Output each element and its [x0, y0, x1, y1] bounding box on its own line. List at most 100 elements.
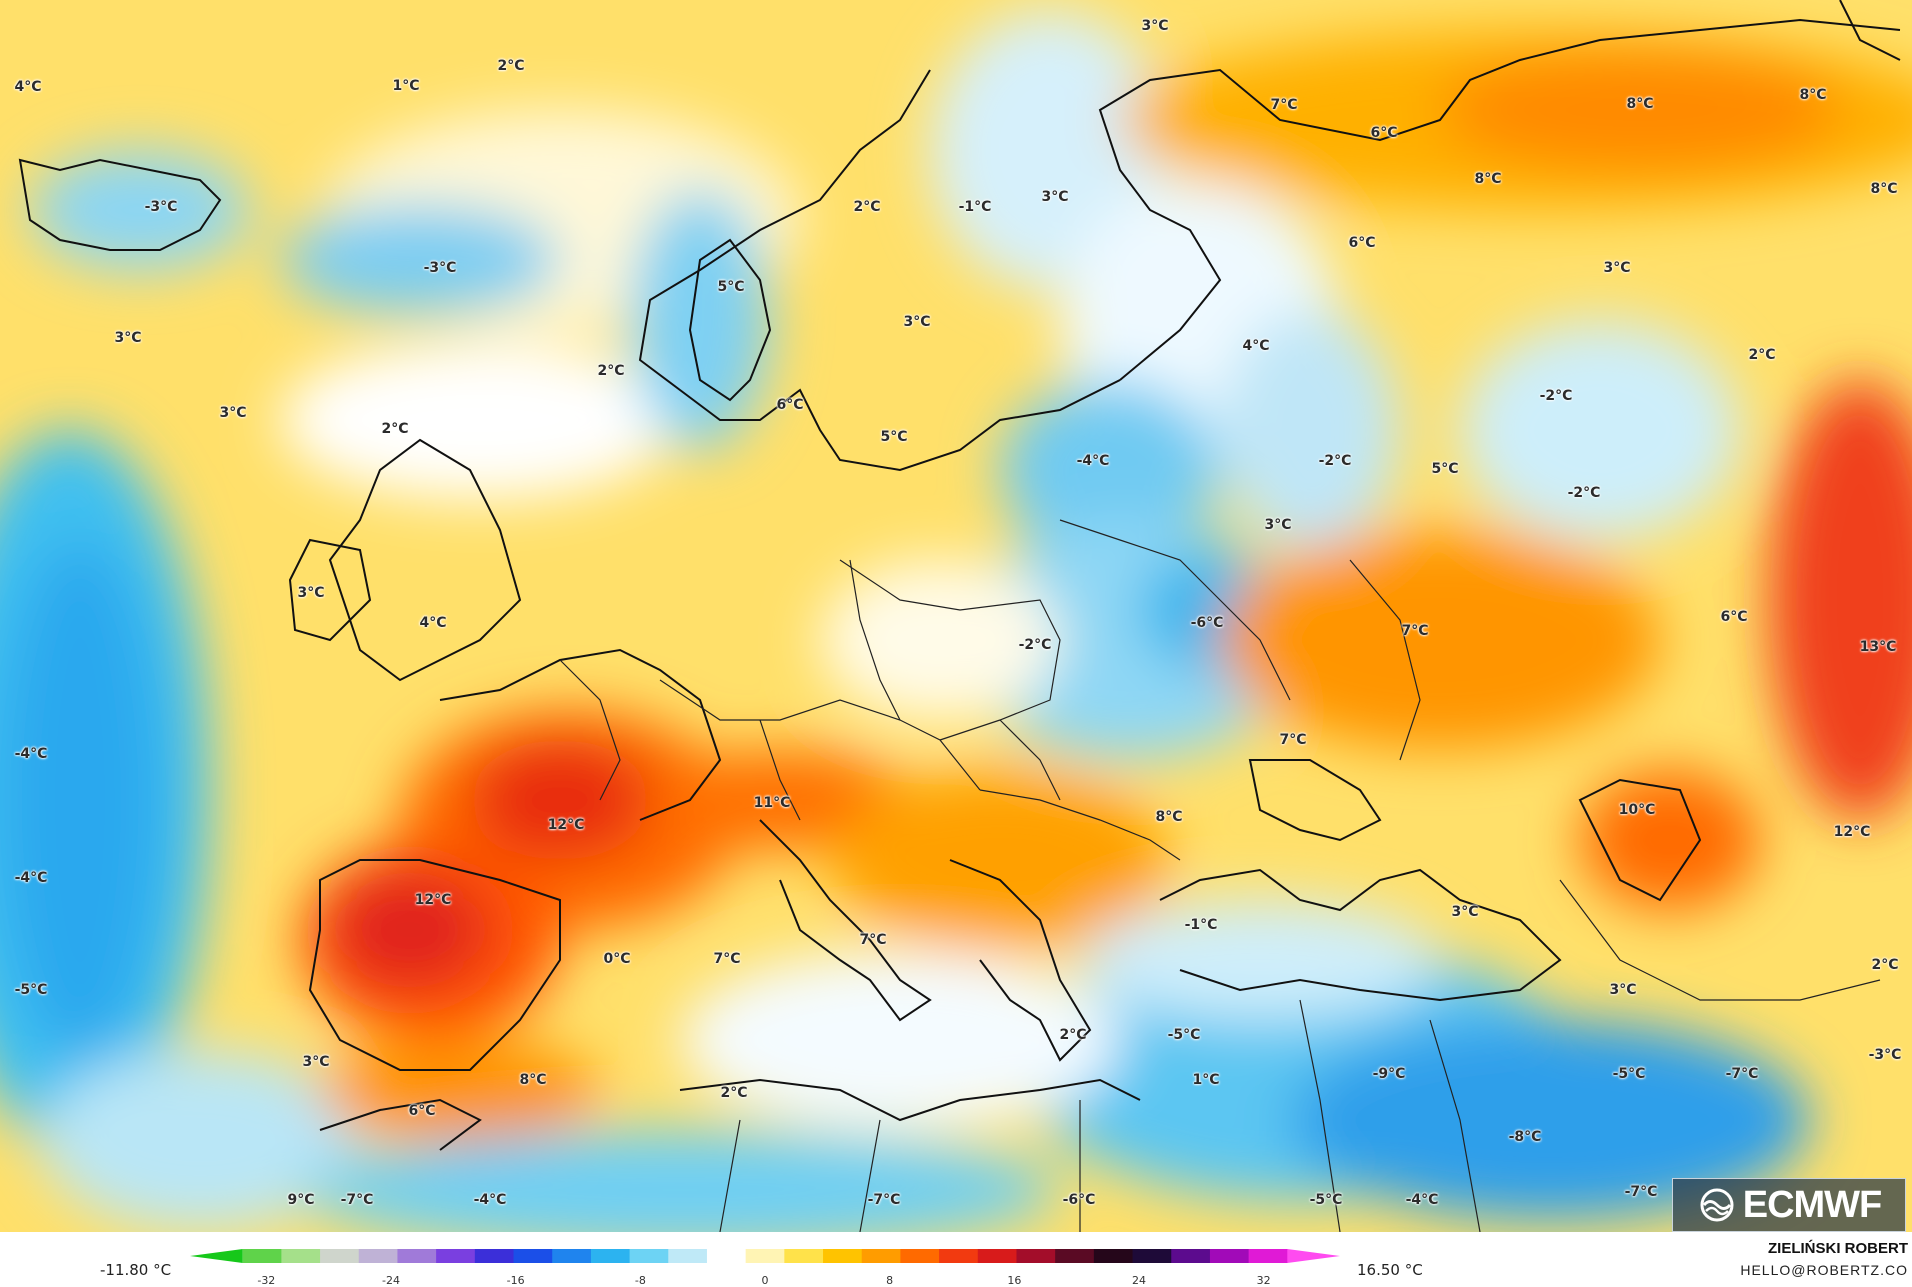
temperature-label: 6°C: [408, 1103, 436, 1119]
scale-swatch: [552, 1249, 592, 1263]
scale-swatch: [823, 1249, 863, 1263]
temperature-label: -3°C: [1868, 1047, 1902, 1063]
scale-swatch: [513, 1249, 553, 1263]
scale-swatch: [861, 1249, 901, 1263]
temperature-label: 7°C: [1401, 623, 1429, 639]
temperature-label: 4°C: [14, 79, 42, 95]
temperature-label: 8°C: [1626, 96, 1654, 112]
temperature-label: -4°C: [1405, 1192, 1439, 1208]
temperature-label: 4°C: [1242, 338, 1270, 354]
scale-swatch: [745, 1249, 785, 1263]
temperature-label: -5°C: [1309, 1192, 1343, 1208]
temperature-label: 9°C: [287, 1192, 315, 1208]
temperature-label: -2°C: [1018, 637, 1052, 653]
temperature-label: 2°C: [597, 363, 625, 379]
legend-tick-label: -24: [382, 1274, 400, 1287]
temperature-label: 6°C: [1348, 235, 1376, 251]
temperature-label: 2°C: [720, 1085, 748, 1101]
scale-swatch: [1093, 1249, 1134, 1263]
temperature-label: 10°C: [1618, 802, 1656, 818]
scale-swatch: [590, 1249, 631, 1263]
scale-swatch: [977, 1249, 1017, 1263]
anomaly-field: [0, 10, 1912, 1232]
temperature-label: 5°C: [1431, 461, 1459, 477]
temperature-label: 6°C: [776, 397, 804, 413]
temperature-label: 12°C: [547, 817, 585, 833]
temperature-label: -4°C: [1076, 453, 1110, 469]
scale-swatch: [1248, 1249, 1288, 1263]
temperature-label: -4°C: [14, 870, 48, 886]
temperature-label: -9°C: [1372, 1066, 1406, 1082]
temperature-label: -4°C: [473, 1192, 507, 1208]
ecmwf-logo-text: ECMWF: [1742, 1183, 1883, 1226]
temperature-label: 1°C: [392, 78, 420, 94]
temperature-label: 3°C: [1264, 517, 1292, 533]
scale-swatch: [668, 1249, 708, 1263]
legend-tick-label: -32: [257, 1274, 276, 1287]
ecmwf-logo: ECMWF: [1672, 1178, 1906, 1232]
scale-swatch: [397, 1249, 437, 1263]
temperature-label: 3°C: [302, 1054, 330, 1070]
temperature-label: 7°C: [1279, 732, 1307, 748]
temperature-label: 3°C: [1609, 982, 1637, 998]
temperature-label: -7°C: [1624, 1184, 1658, 1200]
temperature-label: -2°C: [1539, 388, 1573, 404]
temperature-label: 2°C: [1059, 1027, 1087, 1043]
temperature-label: 2°C: [1871, 957, 1899, 973]
temperature-label: 8°C: [1474, 171, 1502, 187]
map-canvas: [0, 0, 1912, 1232]
author-name: ZIELIŃSKI ROBERT: [1767, 1240, 1908, 1257]
temperature-label: -4°C: [14, 746, 48, 762]
temperature-label: 12°C: [1833, 824, 1871, 840]
scale-swatch: [190, 1249, 243, 1263]
temperature-anomaly-map: [0, 0, 1912, 1232]
scale-swatch: [320, 1249, 360, 1263]
scale-swatch: [281, 1249, 321, 1263]
temperature-label: -8°C: [1508, 1129, 1542, 1145]
temperature-label: 11°C: [753, 795, 791, 811]
scale-swatch: [784, 1249, 824, 1263]
temperature-label: 3°C: [1041, 189, 1069, 205]
temperature-label: 7°C: [859, 932, 887, 948]
temperature-label: 2°C: [381, 421, 409, 437]
temperature-label: -5°C: [1167, 1027, 1201, 1043]
legend-max-value: 16.50 °C: [1357, 1261, 1423, 1279]
temperature-label: 3°C: [219, 405, 247, 421]
temperature-label: 0°C: [603, 951, 631, 967]
temperature-label: 3°C: [114, 330, 142, 346]
temperature-label: 4°C: [419, 615, 447, 631]
scale-swatch: [1055, 1249, 1095, 1263]
legend-tick-label: 24: [1132, 1274, 1146, 1287]
temperature-label: -7°C: [1725, 1066, 1759, 1082]
scale-swatch: [629, 1249, 669, 1263]
scale-swatch: [1171, 1249, 1211, 1263]
temperature-label: 3°C: [297, 585, 325, 601]
legend-tick-label: -16: [506, 1274, 525, 1287]
temperature-label: 7°C: [1270, 97, 1298, 113]
temperature-label: 8°C: [1155, 809, 1183, 825]
temperature-label: -7°C: [867, 1192, 901, 1208]
temperature-label: 3°C: [1451, 904, 1479, 920]
temperature-label: 8°C: [1799, 87, 1827, 103]
legend-tick-label: -8: [634, 1274, 646, 1287]
temperature-label: -1°C: [1184, 917, 1218, 933]
temperature-label: 3°C: [903, 314, 931, 330]
temperature-label: 2°C: [1748, 347, 1776, 363]
scale-swatch: [1016, 1249, 1056, 1263]
temperature-label: 6°C: [1720, 609, 1748, 625]
temperature-label: -1°C: [958, 199, 992, 215]
legend-tick-label: 32: [1256, 1274, 1271, 1287]
temperature-label: 12°C: [414, 892, 452, 908]
temperature-label: -5°C: [14, 982, 48, 998]
scale-swatch: [939, 1249, 979, 1263]
scale-swatch: [436, 1249, 476, 1263]
temperature-label: 7°C: [713, 951, 741, 967]
scale-swatch: [900, 1249, 940, 1263]
temperature-label: 13°C: [1859, 639, 1897, 655]
temperature-label: 3°C: [1603, 260, 1631, 276]
author-email: HELLO@ROBERTZ.CO: [1740, 1262, 1908, 1278]
legend-min-value: -11.80 °C: [100, 1261, 172, 1279]
ecmwf-wave-icon: [1700, 1188, 1734, 1222]
coastlines: [18, 0, 1901, 1151]
temperature-label: 1°C: [1192, 1072, 1220, 1088]
